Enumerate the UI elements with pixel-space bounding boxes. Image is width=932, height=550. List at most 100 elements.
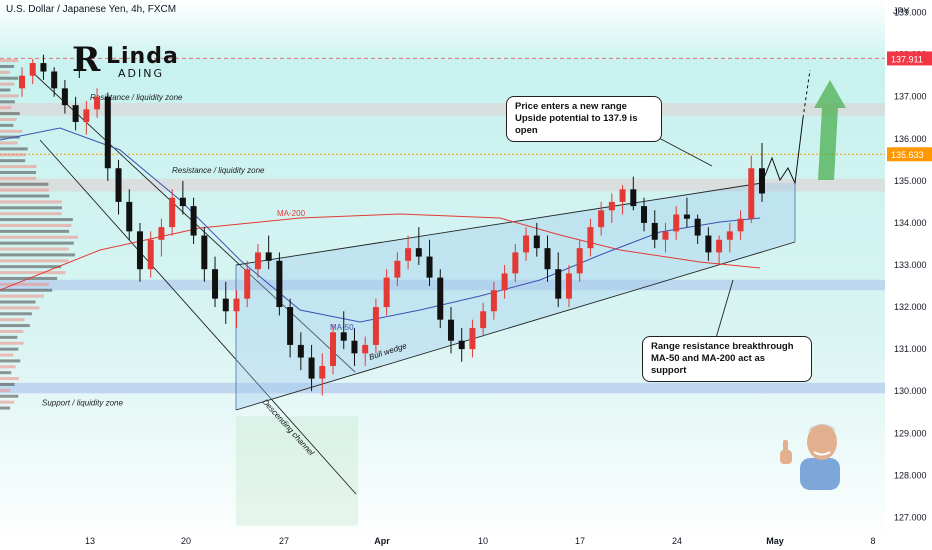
- candle-body: [158, 227, 165, 240]
- candle-body: [297, 344, 304, 358]
- volume-profile-bar: [0, 94, 19, 98]
- x-tick-label: Apr: [374, 536, 390, 546]
- candle-body: [115, 168, 122, 202]
- candle-body: [169, 197, 176, 228]
- x-tick-label: 24: [672, 536, 682, 546]
- volume-profile-bar: [0, 377, 19, 381]
- candle-body: [61, 88, 68, 106]
- y-tick-label: 131.000: [894, 344, 927, 354]
- y-tick-label: 128.000: [894, 470, 927, 480]
- candle-body: [501, 273, 508, 291]
- volume-profile-bar: [0, 141, 18, 145]
- x-tick-label: 27: [279, 536, 289, 546]
- volume-profile-bar: [0, 82, 15, 86]
- ma-200-line: [0, 213, 761, 291]
- candle-body: [683, 214, 690, 219]
- candle-body: [29, 63, 36, 76]
- volume-profile-bar: [0, 106, 12, 110]
- volume-profile-bar: [0, 294, 44, 298]
- volume-profile-bar: [0, 223, 72, 227]
- candle-body: [426, 256, 433, 278]
- candle-body: [512, 252, 519, 274]
- candle-body: [555, 269, 562, 299]
- volume-profile-bar: [0, 135, 20, 139]
- volume-profile-bar: [0, 388, 11, 392]
- candle-body: [40, 63, 47, 72]
- volume-profile-bar: [0, 64, 15, 68]
- y-tick-label: 132.000: [894, 302, 927, 312]
- candle-body: [201, 235, 208, 270]
- candle-body: [136, 231, 143, 270]
- y-tick-label: 137.000: [894, 92, 927, 102]
- volume-profile-bar: [0, 147, 28, 151]
- candle-body: [83, 109, 90, 122]
- volume-profile-bar: [0, 394, 19, 398]
- callout-line: Upside potential to 137.9 is open: [515, 113, 638, 136]
- candle-body: [437, 277, 444, 320]
- volume-profile-bar: [0, 117, 17, 121]
- candle-body: [619, 189, 626, 202]
- green-up-arrow: [814, 80, 846, 180]
- candle-body: [179, 197, 186, 207]
- volume-profile-bar: [0, 335, 18, 339]
- volume-profile-bar: [0, 288, 53, 292]
- x-tick-label: 17: [575, 536, 585, 546]
- volume-profile-bar: [0, 182, 49, 186]
- candle-body: [19, 75, 25, 89]
- volume-profile-bar: [0, 329, 24, 333]
- candle-body: [480, 311, 487, 329]
- liquidity-zone: [0, 178, 885, 192]
- candle-body: [351, 340, 358, 354]
- volume-profile-bar: [0, 265, 62, 269]
- volume-profile-bar: [0, 176, 37, 180]
- volume-profile-bar: [0, 406, 11, 410]
- candle-body: [244, 269, 251, 299]
- price-axis-background: [885, 0, 932, 550]
- volume-profile-bar: [0, 300, 36, 304]
- volume-profile-bar: [0, 129, 23, 133]
- zone-label: Resistance / liquidity zone: [90, 93, 183, 102]
- volume-profile-bar: [0, 170, 37, 174]
- candle-body: [254, 252, 261, 270]
- candle-body: [748, 168, 755, 219]
- candle-body: [673, 214, 680, 232]
- volume-profile-bar: [0, 206, 62, 210]
- zone-label: Resistance / liquidity zone: [172, 166, 265, 175]
- logo-inda: Linda: [106, 44, 179, 69]
- volume-profile-bar: [0, 235, 78, 239]
- volume-profile-bar: [0, 347, 19, 351]
- candle-body: [737, 218, 744, 232]
- y-tick-label: 139.000: [894, 8, 927, 18]
- volume-profile-bar: [0, 70, 11, 74]
- currency-label: JPY: [893, 6, 910, 16]
- ma-200-label: MA-200: [277, 209, 306, 218]
- candle-body: [126, 201, 133, 232]
- candle-body: [490, 290, 497, 312]
- time-axis-background: [0, 530, 932, 550]
- candle-body: [94, 96, 101, 110]
- volume-profile-bar: [0, 123, 14, 127]
- volume-profile-bar: [0, 353, 14, 357]
- y-tick-label: 133.000: [894, 260, 927, 270]
- candle-body: [630, 189, 637, 207]
- candle-body: [458, 340, 465, 350]
- thumbs-up-man-image: [780, 424, 840, 490]
- candle-body: [372, 307, 379, 345]
- volume-profile-bar: [0, 312, 32, 316]
- volume-profile-bar: [0, 359, 21, 363]
- candle-body: [383, 277, 390, 308]
- volume-profile-bar: [0, 371, 12, 375]
- projection-dashed: [802, 69, 811, 119]
- y-tick-label: 135.000: [894, 176, 927, 186]
- channel-shade: [236, 416, 358, 526]
- candle-body: [608, 201, 615, 211]
- price-label-text: 137.911: [891, 54, 923, 64]
- chart-title: U.S. Dollar / Japanese Yen, 4h, FXCM: [6, 4, 177, 15]
- volume-profile-bar: [0, 241, 74, 245]
- candle-body: [72, 105, 79, 122]
- volume-profile-bar: [0, 253, 76, 257]
- wedge-lower-line: [235, 241, 796, 411]
